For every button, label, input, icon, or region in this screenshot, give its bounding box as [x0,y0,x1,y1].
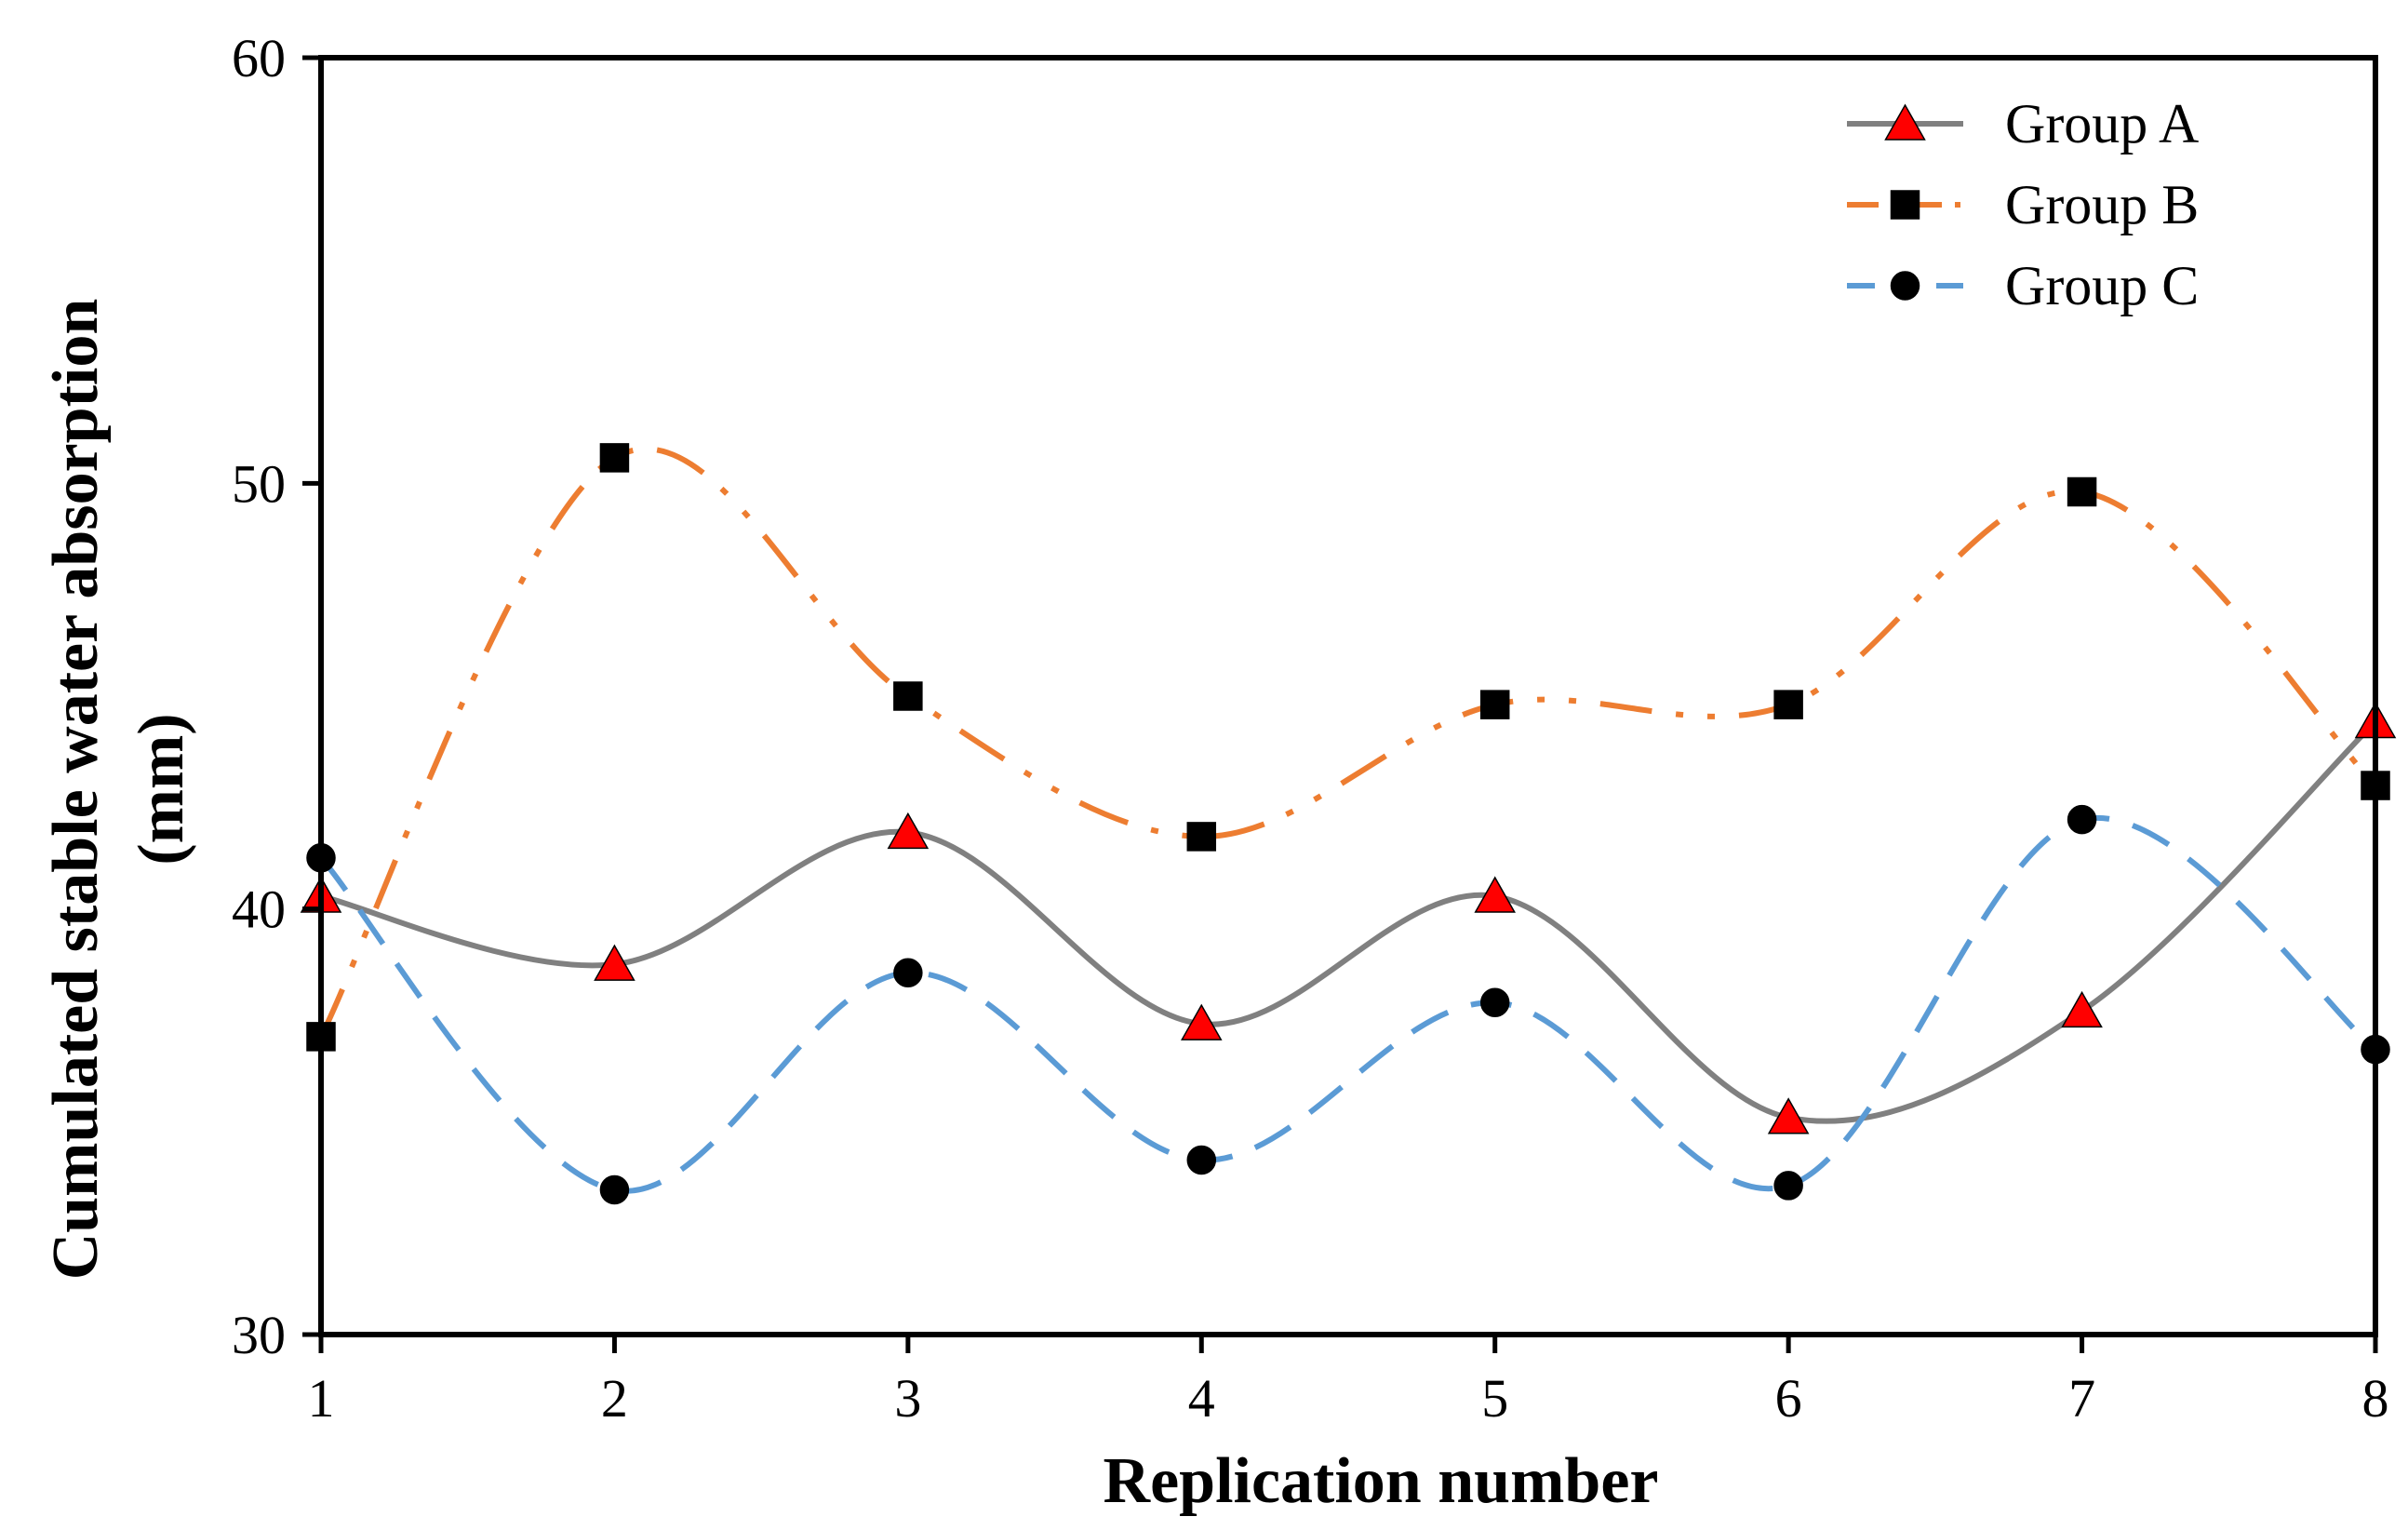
legend-entry-group-c: Group C [1847,255,2199,316]
data-point-group-a-5 [1474,876,1517,913]
y-tick-label-50: 50 [232,453,286,514]
x-tick-label-8: 8 [2362,1368,2389,1429]
data-point-group-a-7 [2061,990,2103,1028]
x-tick-label-4: 4 [1188,1368,1215,1429]
legend-label-group-a: Group A [2005,93,2199,154]
series-line-group-b [318,446,2378,1039]
y-tick-label-40: 40 [232,879,286,940]
data-point-group-c-5 [1479,987,1510,1018]
data-point-group-a-6 [1767,1097,1810,1134]
x-tick-label-7: 7 [2068,1368,2095,1429]
data-point-group-c-7 [2067,804,2097,835]
legend-entry-group-a: Group A [1847,93,2199,154]
legend-marker-group-c [1890,271,1920,301]
x-tick-label-1: 1 [308,1368,335,1429]
x-tick-label-5: 5 [1481,1368,1508,1429]
data-point-group-b-2 [599,443,630,473]
x-tick-label-2: 2 [601,1368,628,1429]
legend-marker-group-a [1884,103,1926,141]
data-point-group-b-7 [2067,476,2097,507]
data-point-group-b-6 [1773,690,1803,719]
x-tick-label-3: 3 [894,1368,921,1429]
y-axis-title-line-2: (mm) [126,713,197,865]
data-point-group-b-3 [893,681,923,711]
x-tick-label-6: 6 [1775,1368,1802,1429]
data-point-group-a-2 [594,944,635,981]
data-point-group-a-3 [887,812,930,850]
data-point-group-c-3 [893,958,923,988]
y-tick-label-60: 60 [232,28,286,88]
y-axis-title-line-1: Cumulated stable water absorption [40,299,112,1281]
data-point-group-b-5 [1479,690,1510,719]
legend-label-group-b: Group B [2005,174,2199,235]
series-line-group-c [318,814,2377,1194]
legend-entry-group-b: Group B [1847,174,2199,235]
legend: Group A Group B Group C [1847,93,2199,316]
legend-label-group-c: Group C [2005,255,2199,316]
data-point-group-b-4 [1186,822,1217,852]
y-axis-title: Cumulated stable water absorption (mm) [40,299,197,1281]
data-point-group-c-4 [1186,1145,1217,1175]
plot-area-frame [318,55,2378,1337]
axes-layer: 30 40 50 60 1 2 3 4 5 6 7 8 Replication number Cumula… [40,28,2389,1517]
data-point-group-a-4 [1180,1003,1223,1040]
data-point-group-c-2 [599,1174,630,1205]
x-axis-title: Replication number [1104,1445,1659,1517]
data-point-group-c-6 [1773,1171,1803,1201]
series-group-a [300,701,2397,1134]
legend-marker-group-b [1890,190,1920,220]
series-layer [300,443,2397,1205]
y-tick-label-30: 30 [232,1305,286,1365]
